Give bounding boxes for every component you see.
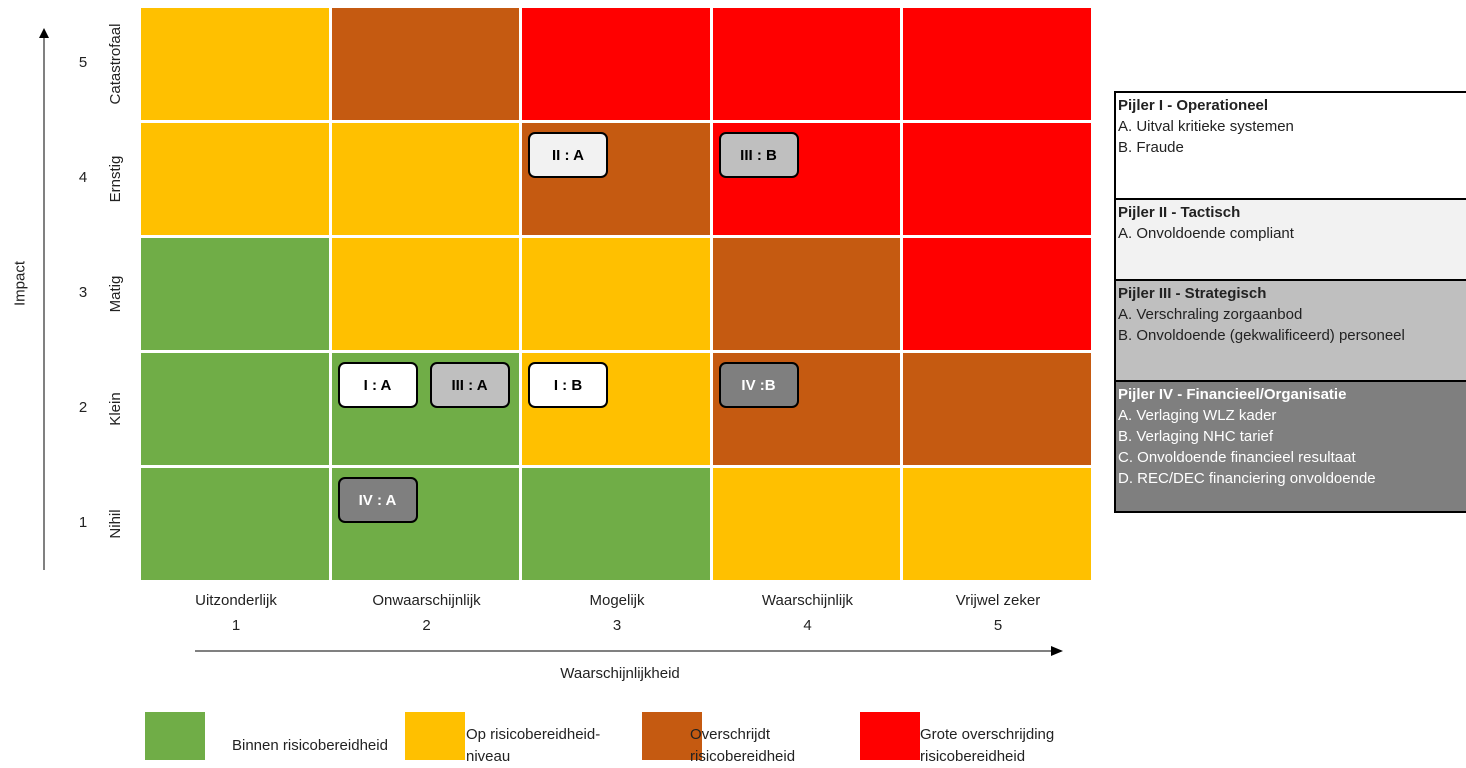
risk-tag: I : A [337, 362, 418, 408]
legend-label: Grote overschrijding risicobereidheid [920, 726, 1055, 765]
impact-level-number: 3 [78, 284, 88, 301]
pillar-box: Pijler IV - Financieel/Organisatie A. Ver… [1114, 380, 1466, 513]
pillar-risk-item: A. Verschraling zorgaanbod [1118, 306, 1303, 323]
impact-level-label: Ernstig [107, 155, 124, 203]
pillar-box: Pijler II - Tactisch A. Onvoldoende compl… [1114, 198, 1466, 281]
matrix-cell-impact-2-likelihood-5 [903, 353, 1091, 465]
matrix-cell-impact-3-likelihood-4 [712, 238, 900, 350]
pillar-risk-item: B. Verlaging NHC tarief [1118, 428, 1274, 445]
pillar-title: Pijler III - Strategisch [1118, 285, 1267, 302]
x-axis-arrow [195, 646, 1063, 656]
pillar-title: Pijler II - Tactisch [1118, 204, 1241, 221]
likelihood-level-number: 2 [422, 617, 431, 634]
matrix-cell-impact-5-likelihood-5 [903, 8, 1091, 120]
impact-level-label: Catastrofaal [107, 23, 124, 105]
x-axis-title: Waarschijnlijkheid [560, 665, 680, 682]
likelihood-level-number: 3 [612, 617, 622, 634]
matrix-cell-impact-5-likelihood-3 [522, 8, 710, 120]
impact-level-label: Klein [107, 392, 124, 426]
likelihood-level-label: Onwaarschijnlijk [372, 592, 481, 609]
pillar-risk-item: B. Fraude [1118, 139, 1184, 156]
legend-label: Binnen risicobereidheid [232, 737, 388, 754]
matrix-cell-impact-4-likelihood-5 [903, 123, 1091, 235]
risk-tag: I : B [528, 362, 608, 408]
legend-swatch-green [145, 712, 205, 760]
impact-level-number: 2 [78, 399, 88, 416]
likelihood-level-number: 1 [231, 617, 241, 634]
matrix-cell-impact-1-likelihood-5 [903, 468, 1091, 580]
matrix-cell-impact-1-likelihood-4 [712, 468, 900, 580]
matrix-cell-impact-3-likelihood-2 [331, 238, 519, 350]
y-axis-arrow [39, 28, 49, 570]
pillar-risk-item: A. Onvoldoende compliant [1118, 225, 1294, 242]
risk-tag: IV : A [337, 477, 418, 523]
pillar-risk-item: B. Onvoldoende (gekwalificeerd) personee… [1118, 327, 1405, 344]
risk-tag: IV :B [718, 362, 799, 408]
legend-label: Overschrijdt risicobereidheid [690, 726, 796, 765]
y-axis-title: Impact [11, 261, 29, 307]
matrix-cell-impact-1-likelihood-3 [522, 468, 710, 580]
likelihood-level-number: 4 [803, 617, 812, 634]
matrix-cell-impact-3-likelihood-3 [522, 238, 710, 350]
likelihood-level-label: Waarschijnlijk [761, 592, 854, 609]
pillar-box: Pijler III - Strategisch A. Verschraling … [1114, 279, 1466, 382]
pillar-risk-item: A. Verlaging WLZ kader [1118, 407, 1277, 424]
impact-level-number: 1 [78, 514, 88, 531]
pillar-risk-item: C. Onvoldoende financieel resultaat [1118, 449, 1356, 466]
impact-level-label: Nihil [107, 509, 124, 539]
matrix-cell-impact-4-likelihood-1 [141, 123, 329, 235]
matrix-cell-impact-4-likelihood-2 [331, 123, 519, 235]
pillar-title: Pijler I - Operationeel [1118, 97, 1269, 114]
matrix-cell-impact-5-likelihood-4 [712, 8, 900, 120]
pillar-title: Pijler IV - Financieel/Organisatie [1118, 386, 1347, 403]
legend-label: Op risicobereidheid-niveau [466, 726, 601, 765]
matrix-cell-impact-2-likelihood-1 [141, 353, 329, 465]
pillar-box: Pijler I - Operationeel A. Uitval kritiek… [1114, 91, 1466, 200]
likelihood-level-label: Mogelijk [589, 592, 645, 609]
legend-swatch-red [860, 712, 920, 760]
matrix-cell-impact-5-likelihood-1 [141, 8, 329, 120]
impact-level-label: Matig [107, 275, 124, 313]
pillar-risk-item: A. Uitval kritieke systemen [1118, 118, 1294, 135]
risk-tag: III : B [718, 132, 799, 178]
matrix-cell-impact-3-likelihood-1 [141, 238, 329, 350]
likelihood-level-number: 5 [993, 617, 1003, 634]
likelihood-level-label: Uitzonderlijk [195, 592, 277, 609]
risk-tag: II : A [528, 132, 608, 178]
likelihood-level-label: Vrijwel zeker [955, 592, 1041, 609]
pillar-risk-item: D. REC/DEC financiering onvoldoende [1118, 470, 1376, 487]
legend-swatch-orange [642, 712, 702, 760]
risk-tag: III : A [429, 362, 510, 408]
legend-swatch-yellow [405, 712, 465, 760]
impact-level-number: 4 [78, 169, 88, 186]
impact-level-number: 5 [78, 54, 88, 71]
matrix-cell-impact-5-likelihood-2 [331, 8, 519, 120]
matrix-cell-impact-1-likelihood-1 [141, 468, 329, 580]
matrix-cell-impact-3-likelihood-5 [903, 238, 1091, 350]
